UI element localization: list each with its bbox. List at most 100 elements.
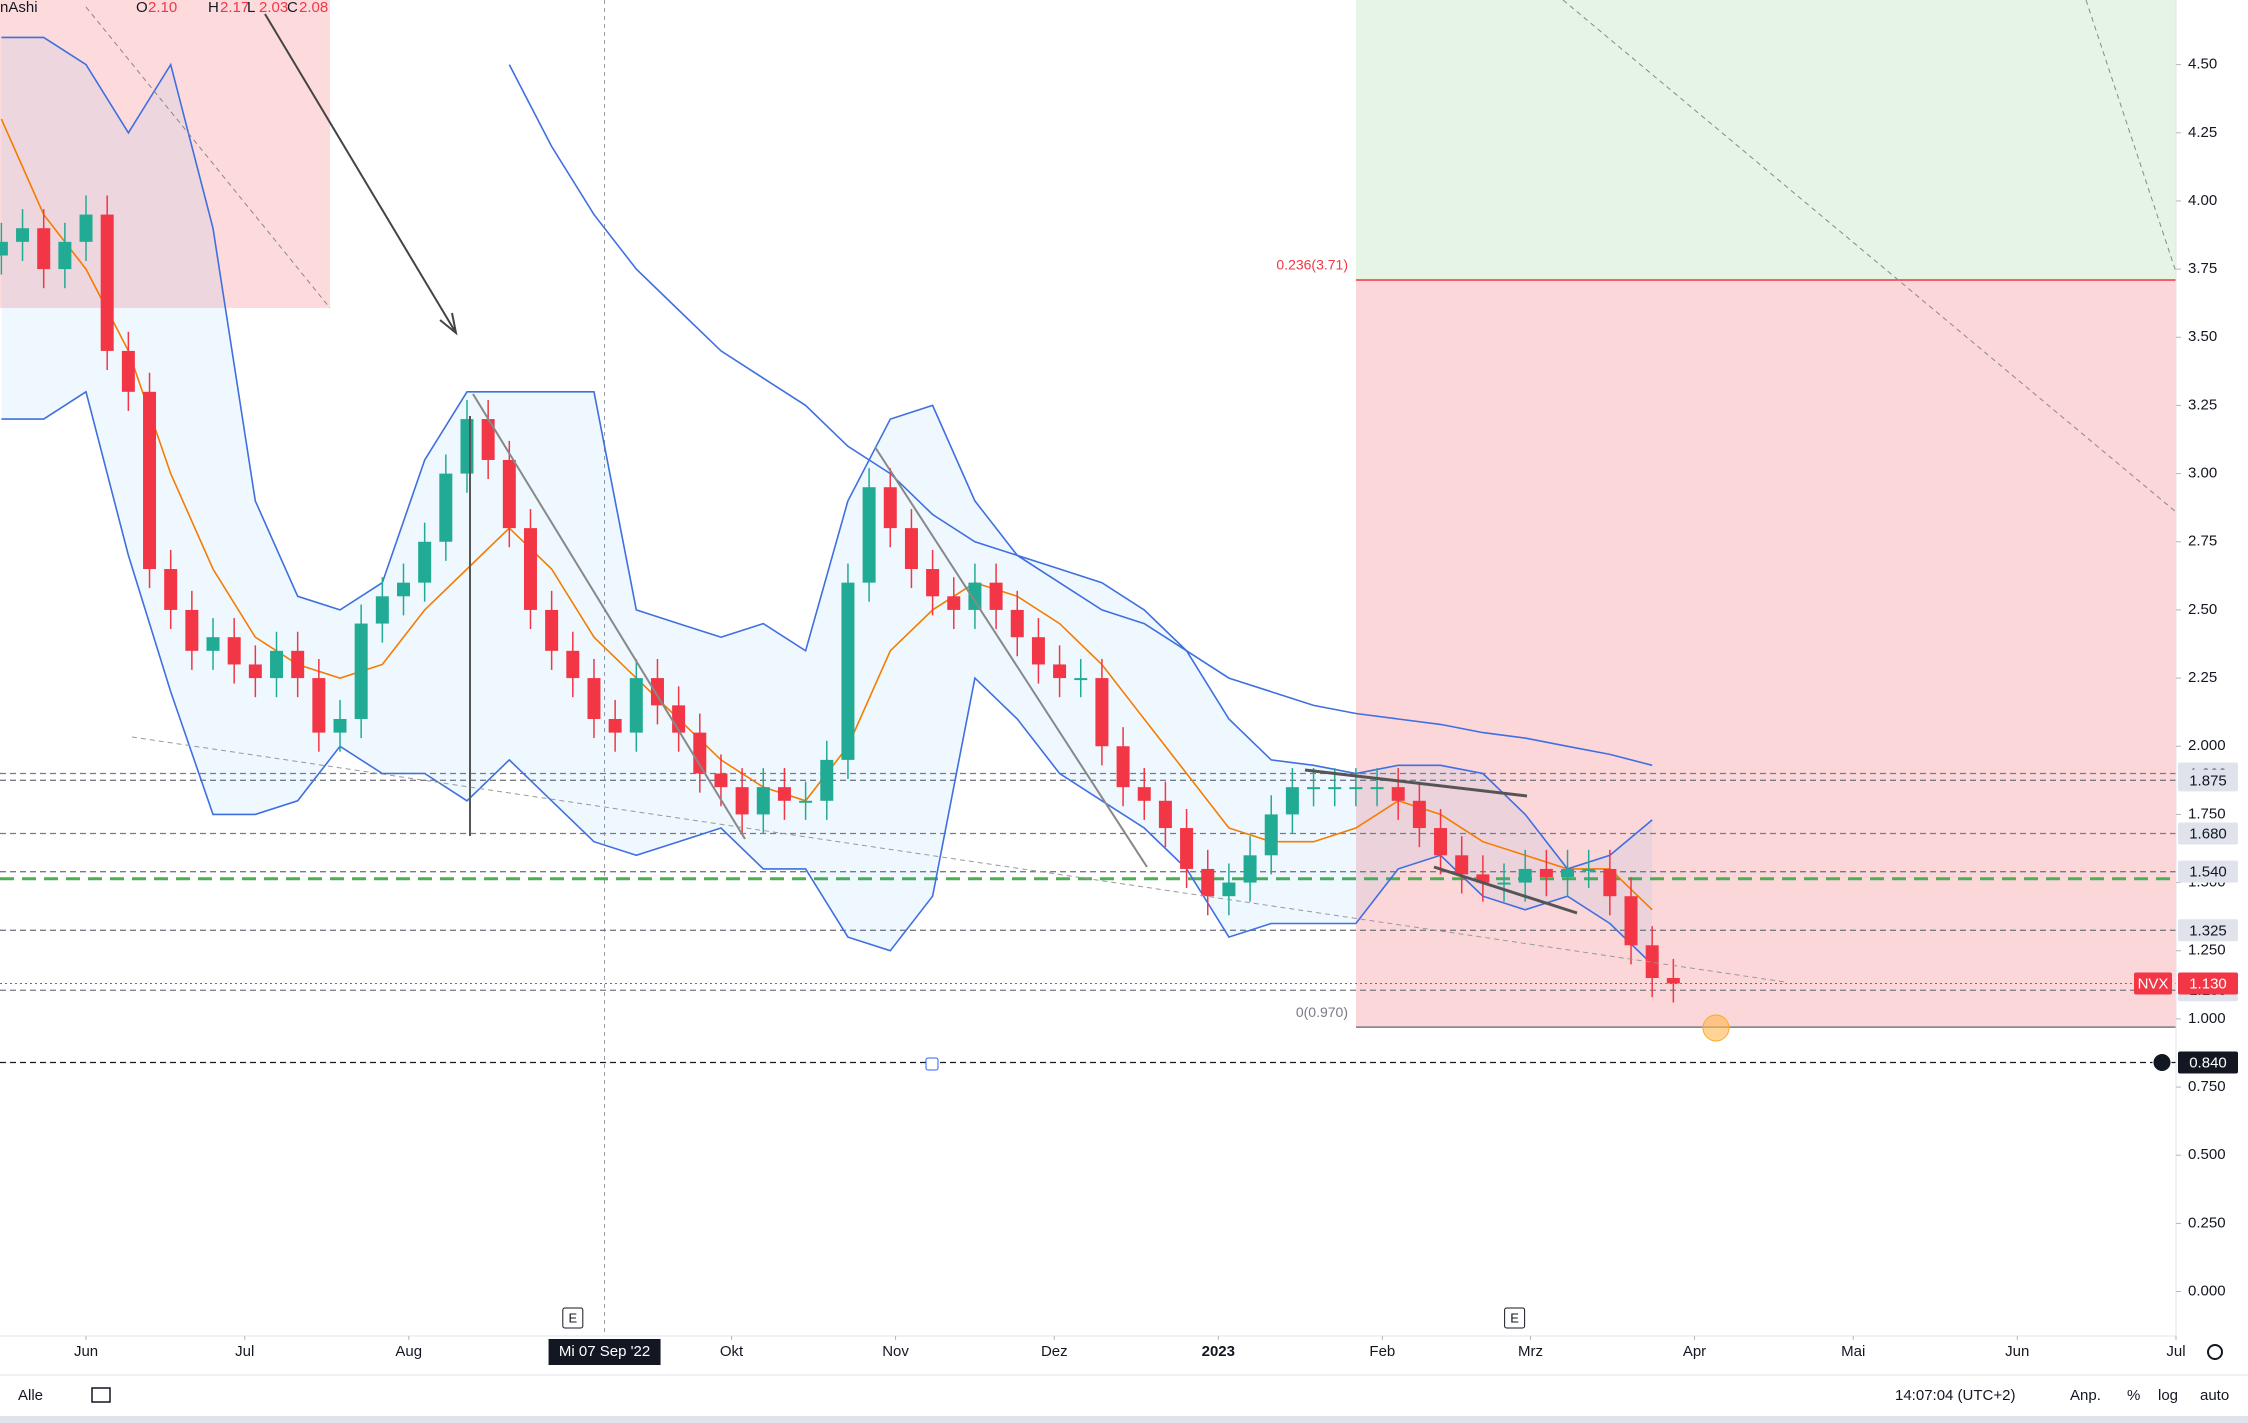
candle-body	[523, 528, 537, 610]
candle-body	[185, 609, 199, 651]
price-tag-label: 1.325	[2189, 922, 2227, 939]
price-tag	[2178, 860, 2238, 883]
x-tick-label: Okt	[720, 1343, 744, 1360]
candle-body	[1412, 800, 1426, 829]
y-tick-label: 4.00	[2188, 192, 2217, 209]
y-tick-label: 0.250	[2188, 1214, 2226, 1231]
x-tick-label: Mai	[1841, 1343, 1865, 1360]
candle-body	[1201, 868, 1215, 897]
ohlc-value: 2.17	[220, 0, 249, 16]
candle-body	[100, 214, 114, 351]
profit-zone	[1356, 0, 2176, 281]
fib-label: 0(0.970)	[1296, 1004, 1348, 1020]
y-tick-label: 0.000	[2188, 1283, 2226, 1300]
band-fill	[1, 37, 1653, 965]
candle-body	[79, 214, 93, 242]
y-tick-label: 3.50	[2188, 328, 2217, 345]
earnings-marker	[562, 1307, 584, 1329]
range-button[interactable]: Alle	[18, 1387, 43, 1404]
arrow-head	[439, 312, 458, 336]
candle-body	[1455, 855, 1469, 875]
candle-body	[756, 787, 770, 815]
option[interactable]: %	[2127, 1387, 2140, 1404]
y-tick-label: 2.75	[2188, 533, 2217, 550]
indicator-line	[1, 390, 1653, 965]
candle-body	[1434, 828, 1448, 856]
y-tick-label: 1.000	[2188, 1010, 2226, 1027]
candle-body	[58, 241, 72, 270]
x-tick-label: Nov	[882, 1343, 909, 1360]
y-tick-label: 0.500	[2188, 1146, 2226, 1163]
candle-body	[291, 650, 305, 679]
ohlc-label: H	[208, 0, 219, 16]
candle-body	[714, 773, 728, 788]
option[interactable]: Anp.	[2070, 1387, 2101, 1404]
candle-body	[206, 637, 220, 651]
candle-body	[418, 541, 432, 583]
y-tick-label: 3.25	[2188, 396, 2217, 413]
candle-body	[1391, 787, 1405, 801]
candle-body	[777, 787, 791, 801]
candle-body	[820, 759, 834, 801]
price-tag	[2178, 822, 2238, 845]
price-tag-label: 1.875	[2189, 772, 2227, 789]
symbol-tag-label: NVX	[2138, 975, 2169, 992]
settings-icon[interactable]	[2207, 1344, 2223, 1360]
arrow	[264, 13, 457, 334]
candle-body	[1137, 787, 1151, 801]
candle-body	[883, 487, 897, 529]
dashed-trend	[2085, 0, 2176, 273]
handle[interactable]	[925, 1057, 939, 1071]
plot-area	[0, 0, 2176, 1336]
candle-body	[1264, 814, 1278, 856]
drawings	[85, 0, 2176, 1071]
candle-body	[629, 678, 643, 733]
y-tick-label: 2.25	[2188, 669, 2217, 686]
candle-body	[248, 664, 262, 679]
candle-body	[1666, 978, 1680, 984]
x-tick-label: Apr	[1683, 1343, 1706, 1360]
crosshair-label: Mi 07 Sep '22	[559, 1343, 650, 1360]
option[interactable]: log	[2158, 1387, 2178, 1404]
alert-marker[interactable]	[1702, 1014, 1730, 1042]
trend-line	[1433, 865, 1578, 915]
candle-body	[566, 650, 580, 679]
trend-line	[1304, 768, 1528, 798]
candle-body	[460, 419, 474, 474]
crosshair-tag	[548, 1339, 661, 1365]
candle-body	[735, 787, 749, 815]
candle-body	[312, 678, 326, 733]
candle-body	[1074, 678, 1088, 681]
candle-body	[333, 718, 347, 733]
candle-body	[693, 732, 707, 774]
candle-body	[481, 419, 495, 460]
candle-body	[926, 569, 940, 597]
y-tick-label: 2.000	[2188, 737, 2226, 754]
trend-line	[874, 446, 1148, 868]
candle-body	[1053, 664, 1067, 679]
option[interactable]: auto	[2200, 1387, 2229, 1404]
compare-icon[interactable]	[91, 1387, 111, 1403]
candle-body	[1645, 945, 1659, 979]
x-tick-label: Jun	[2005, 1343, 2029, 1360]
candle-body	[270, 650, 284, 679]
candle-body	[1561, 868, 1575, 878]
candle-body	[1349, 787, 1363, 790]
candle-body	[121, 350, 135, 392]
y-tick-label: 0.750	[2188, 1078, 2226, 1095]
candle-body	[1603, 868, 1617, 897]
earnings-marker	[1504, 1307, 1526, 1329]
candle-body	[1518, 868, 1532, 883]
candle-body	[0, 241, 8, 256]
add-alert[interactable]	[2152, 1053, 2172, 1073]
y-tick-label: 3.00	[2188, 465, 2217, 482]
fib-label: 0.236(3.71)	[1276, 257, 1348, 273]
candle-body	[396, 582, 410, 597]
candle-body	[862, 487, 876, 583]
x-tick-label: Aug	[395, 1343, 422, 1360]
x-tick-label: Dez	[1041, 1343, 1068, 1360]
y-tick-label: 1.750	[2188, 805, 2226, 822]
ohlc-label: O	[136, 0, 148, 16]
y-tick-label: 4.25	[2188, 124, 2217, 141]
